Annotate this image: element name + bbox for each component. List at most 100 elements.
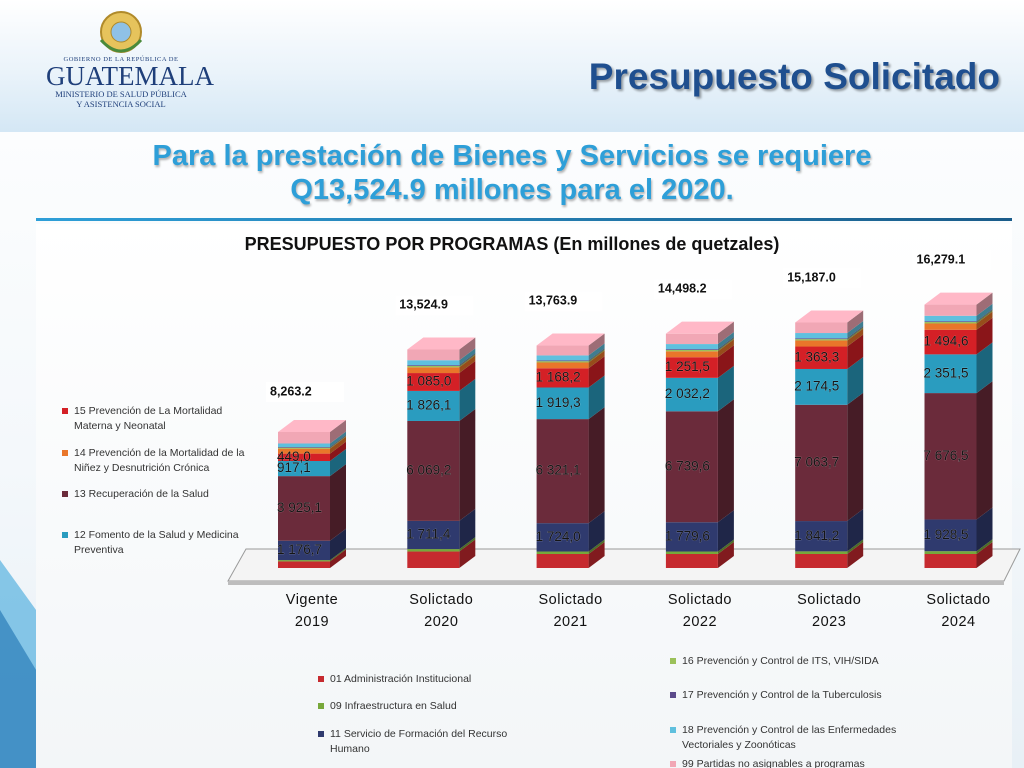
legend-item: 17 Prevención y Control de la Tuberculos… <box>670 688 902 703</box>
bar-top <box>795 310 864 323</box>
legend-label: 15 Prevención de La Mortalidad Materna y… <box>74 405 223 432</box>
bar-side <box>588 539 605 555</box>
bar-side <box>717 332 734 350</box>
total-box <box>783 267 862 288</box>
data-label: 1 176,7 <box>277 542 322 557</box>
bar-segment <box>924 354 977 394</box>
bar-side <box>717 510 734 552</box>
bar-segment <box>795 521 848 552</box>
bar-side <box>330 464 346 541</box>
bar-side <box>847 327 864 341</box>
legend-item: 01 Administración Institucional <box>318 672 530 687</box>
bar-side <box>588 350 605 369</box>
bar-segment <box>536 387 589 420</box>
bar-segment <box>795 346 848 369</box>
bar-side <box>847 356 864 405</box>
legend-marker <box>62 450 68 456</box>
bar-segment <box>278 560 330 562</box>
data-label: 1 841,2 <box>794 528 839 543</box>
data-label: 2 032,2 <box>665 386 710 401</box>
bar-segment <box>665 333 718 345</box>
data-label: 449,0 <box>277 449 311 464</box>
bar-segment <box>278 447 330 449</box>
total-label: 16,279.1 <box>917 252 966 266</box>
bar-segment <box>536 361 589 363</box>
bar-side <box>330 528 346 561</box>
data-label: 1 494,6 <box>924 334 969 349</box>
bar-segment <box>924 321 977 323</box>
legend-item: 13 Recuperación de la Salud <box>62 487 264 502</box>
bar-side <box>847 328 864 347</box>
total-box <box>266 381 344 402</box>
legend-item: 16 Prevención y Control de ITS, VIH/SIDA <box>670 654 902 669</box>
bar-segment <box>407 390 460 421</box>
bar-side <box>976 539 993 555</box>
total-box <box>912 250 991 270</box>
legend-item: 12 Fomento de la Salud y Medicina Preven… <box>62 528 264 558</box>
bar-segment <box>665 349 718 352</box>
bar-side <box>588 375 605 420</box>
bar-segment <box>278 461 330 477</box>
x-tick-label: Solictado 2022 <box>667 592 732 630</box>
total-label: 15,187.0 <box>787 270 836 284</box>
bar-segment <box>536 551 589 555</box>
logo-name: GUATEMALA <box>46 61 214 91</box>
legend-item: 99 Partidas no asignables a programas <box>670 757 902 768</box>
data-label: 1 724,0 <box>536 529 581 544</box>
legend-item: 15 Prevención de La Mortalidad Materna y… <box>62 404 259 434</box>
bar-segment <box>407 365 460 368</box>
bar-side <box>717 339 734 358</box>
legend-marker <box>318 703 324 709</box>
data-label: 1 085,0 <box>406 374 451 389</box>
legend-marker <box>318 731 324 737</box>
bar-segment <box>795 340 848 347</box>
bar-side <box>588 333 605 356</box>
legend-label: 09 Infraestructura en Salud <box>330 700 457 712</box>
bar-top <box>665 321 734 334</box>
legend-marker <box>62 408 68 414</box>
legend-label: 14 Prevención de la Mortalidad de la Niñ… <box>74 447 245 474</box>
logo-text: Y ASISTENCIA SOCIAL <box>76 99 166 109</box>
bar-segment <box>665 554 718 568</box>
subtitle: Q13,524.9 millones para el 2020. <box>290 174 734 206</box>
bar-segment <box>795 338 848 340</box>
data-label: 7 676,5 <box>924 448 969 463</box>
legend-item: 14 Prevención de la Mortalidad de la Niñ… <box>62 446 264 476</box>
bar-segment <box>407 360 460 366</box>
legend-marker <box>670 727 676 733</box>
bar-side <box>847 334 864 369</box>
bar-side <box>847 542 864 568</box>
legend-item: 18 Prevención y Control de las Enfermeda… <box>670 723 897 753</box>
floor <box>227 548 1021 582</box>
bar-side <box>847 509 864 552</box>
bar-segment <box>536 523 589 552</box>
bar-side <box>459 537 476 552</box>
logo-text: GOBIERNO DE LA REPÚBLICA DE <box>63 56 179 63</box>
bar-side <box>976 311 993 330</box>
bar-side <box>330 548 346 562</box>
bar-side <box>976 303 993 322</box>
bar-segment <box>536 419 589 524</box>
bar-segment <box>407 549 460 552</box>
bar-segment <box>795 551 848 555</box>
bar-side <box>330 549 346 568</box>
bar-side <box>976 309 993 323</box>
bar-side <box>330 435 346 449</box>
bar-side <box>976 542 993 568</box>
bar-segment <box>924 304 977 316</box>
x-tick-label: Solictado 2020 <box>409 592 474 630</box>
legend-item: 09 Infraestructura en Salud <box>318 699 530 714</box>
bar-side <box>330 449 346 477</box>
header-banner <box>0 0 1024 132</box>
bar-segment <box>407 420 460 521</box>
bar-side <box>459 337 476 361</box>
bar-side <box>976 381 993 520</box>
legend-marker <box>670 692 676 698</box>
bar-side <box>588 511 605 552</box>
bar-side <box>588 407 605 524</box>
logo: GOBIERNO DE LA REPÚBLICA DE GUATEMALA MI… <box>46 8 214 109</box>
legend-label: 12 Fomento de la Salud y Medicina Preven… <box>74 529 239 556</box>
chart-title: PRESUPUESTO POR PROGRAMAS (En millones d… <box>244 234 780 254</box>
data-label: 1 251,5 <box>665 359 710 374</box>
bar-side <box>330 431 346 448</box>
